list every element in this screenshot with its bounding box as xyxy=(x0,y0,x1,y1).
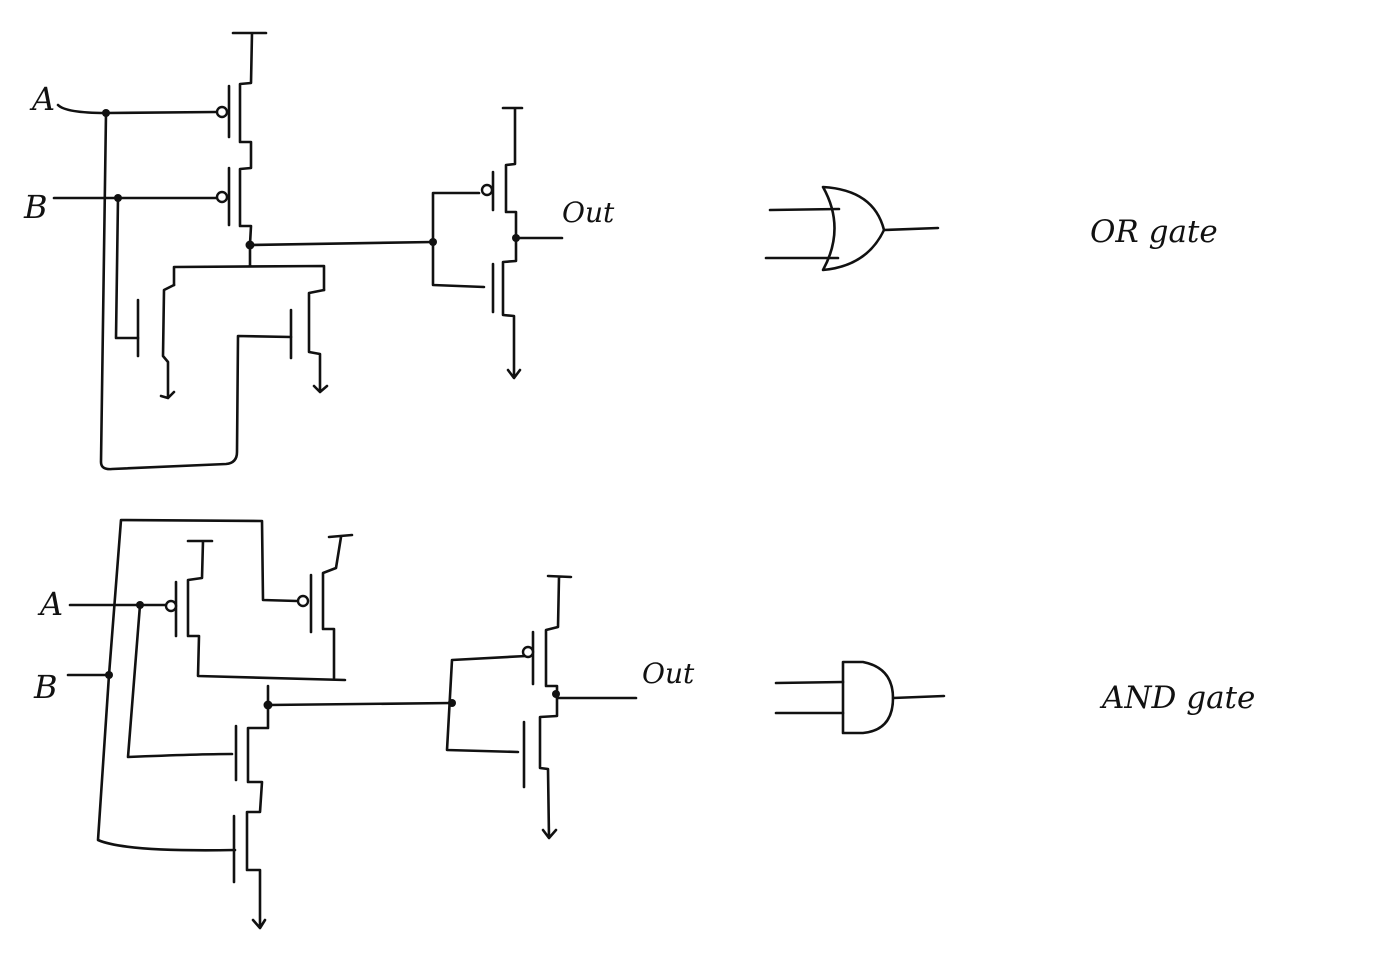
or-junction-a xyxy=(102,109,110,117)
and-wire-a xyxy=(68,603,234,759)
or-inverter xyxy=(431,106,564,380)
and-output-label: Out xyxy=(642,657,695,690)
or-output-label: Out xyxy=(562,196,615,229)
and-junction-b xyxy=(105,671,113,679)
and-wire-nand-out xyxy=(245,684,454,930)
and-gate-caption: AND gate xyxy=(1099,680,1255,716)
and-gate-symbol xyxy=(774,660,946,735)
or-input-a-label: A xyxy=(29,80,55,118)
or-circuit: A B Out OR gate xyxy=(23,31,1218,471)
and-input-b-label: B xyxy=(33,668,58,706)
or-wire-nor-out xyxy=(172,240,435,292)
or-junction-b xyxy=(114,194,122,202)
and-input-a-label: A xyxy=(37,585,63,623)
and-nmos-gates xyxy=(232,724,238,884)
or-gate-caption: OR gate xyxy=(1090,214,1218,250)
and-inverter xyxy=(445,574,638,840)
or-input-b-label: B xyxy=(23,188,48,226)
or-wire-a xyxy=(56,103,293,471)
and-wire-b-loop xyxy=(66,518,299,852)
or-nmos-pair xyxy=(136,283,329,400)
and-pmos-pair xyxy=(164,533,354,682)
or-gate-symbol xyxy=(764,185,940,272)
and-junction-a xyxy=(136,601,144,609)
or-pmos-stack xyxy=(215,31,268,246)
and-circuit: A B Out AND gate xyxy=(33,518,1255,930)
